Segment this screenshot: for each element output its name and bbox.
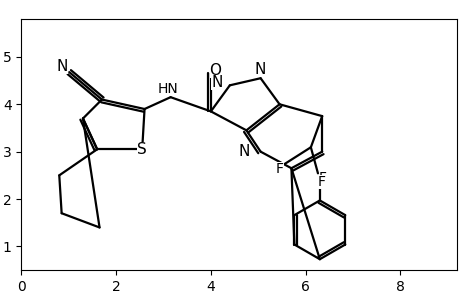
Text: N: N [56, 59, 67, 74]
Text: O: O [209, 63, 221, 78]
Text: F: F [275, 162, 284, 176]
Text: S: S [137, 142, 147, 157]
Text: F: F [317, 176, 325, 189]
Text: N: N [254, 62, 266, 77]
Text: N: N [238, 144, 250, 159]
Text: N: N [211, 76, 222, 91]
Text: F: F [318, 171, 326, 185]
Text: HN: HN [157, 82, 178, 96]
